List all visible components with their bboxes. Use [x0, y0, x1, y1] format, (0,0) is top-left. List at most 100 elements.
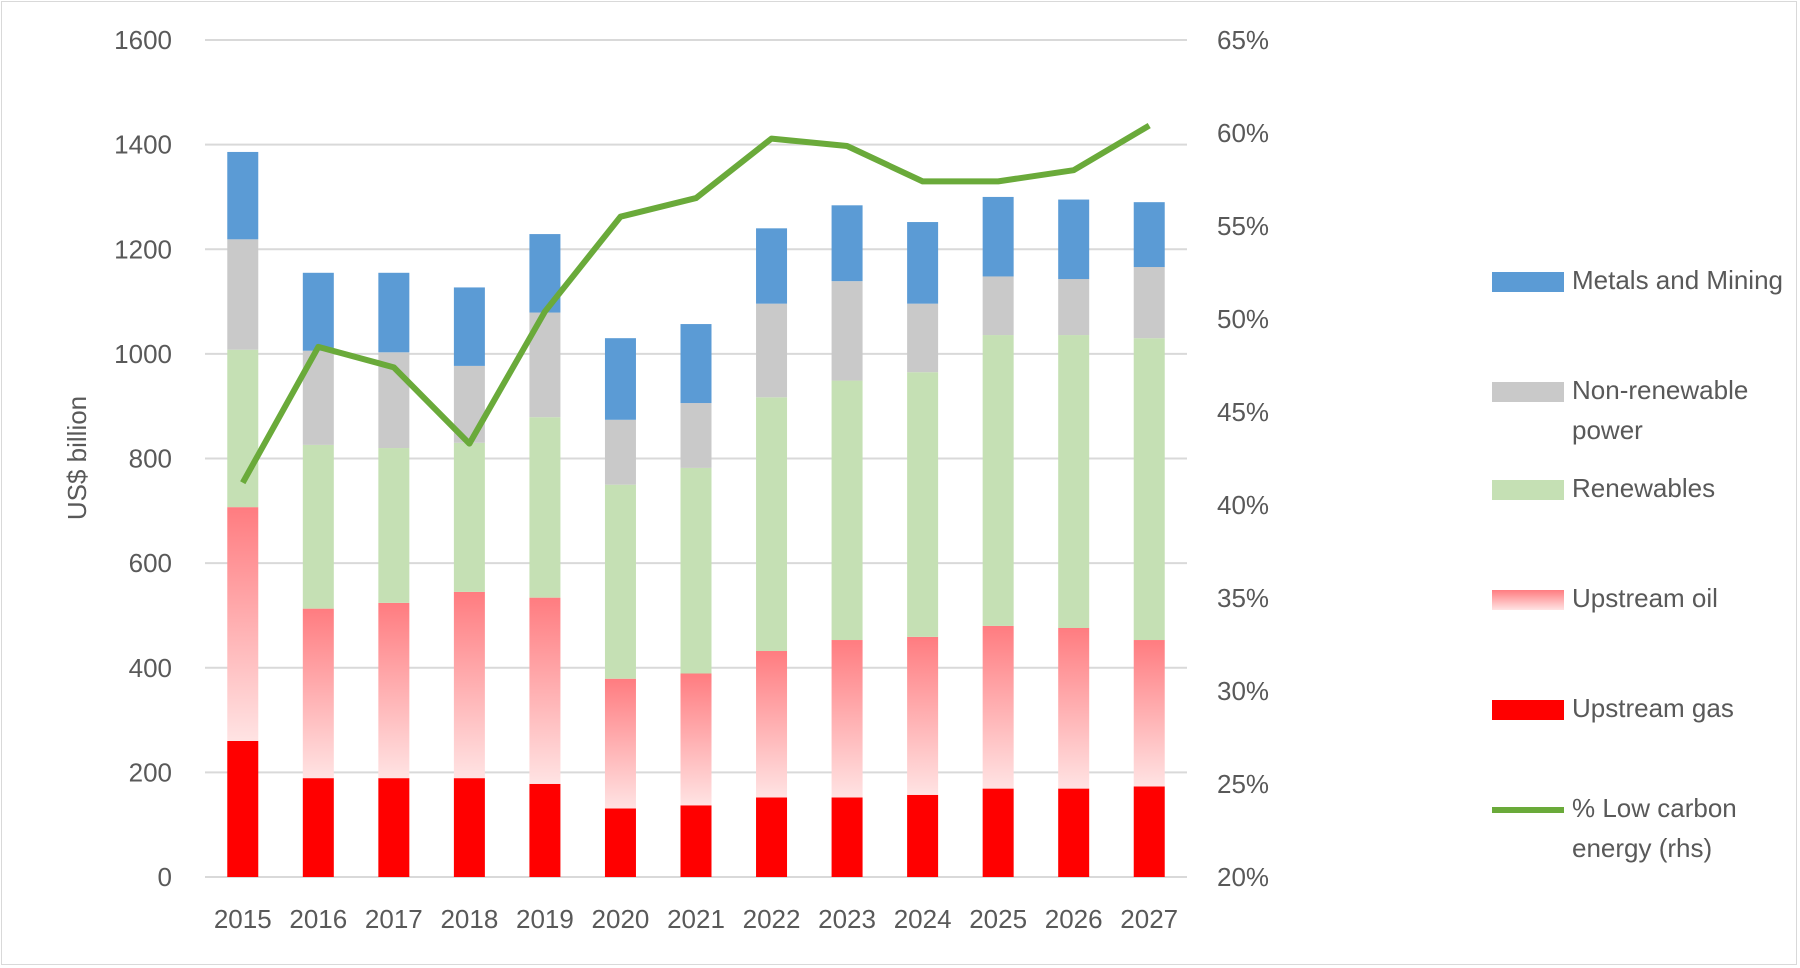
bar-metals-and-mining-2026 — [1058, 199, 1090, 280]
y2-tick-label: 50% — [1217, 304, 1269, 334]
legend-item: Non-renewable power — [1492, 370, 1792, 450]
bar-upstream-gas-2022 — [756, 797, 788, 877]
bar-non-renewable-power-2027 — [1133, 267, 1165, 339]
bar-renewables-2021 — [680, 467, 712, 674]
legend-item: Upstream oil — [1492, 578, 1792, 658]
bar-renewables-2023 — [831, 380, 863, 641]
y-tick-label: 400 — [129, 653, 172, 683]
bar-upstream-oil-2018 — [453, 591, 485, 779]
bar-upstream-gas-2021 — [680, 805, 712, 877]
y2-tick-label: 55% — [1217, 211, 1269, 241]
y2-tick-label: 25% — [1217, 769, 1269, 799]
bar-non-renewable-power-2025 — [982, 276, 1014, 336]
legend-label: Upstream oil — [1572, 583, 1718, 613]
x-tick-label: 2017 — [365, 904, 423, 934]
bar-non-renewable-power-2023 — [831, 281, 863, 381]
legend-label: Upstream gas — [1572, 693, 1734, 723]
bar-upstream-gas-2027 — [1133, 786, 1165, 877]
x-tick-label: 2025 — [969, 904, 1027, 934]
bar-metals-and-mining-2017 — [378, 272, 410, 353]
x-tick-label: 2022 — [743, 904, 801, 934]
y2-tick-label: 40% — [1217, 490, 1269, 520]
x-tick-label: 2023 — [818, 904, 876, 934]
bar-upstream-oil-2017 — [378, 602, 410, 779]
legend-item: Metals and Mining — [1492, 260, 1792, 340]
bar-renewables-2027 — [1133, 338, 1165, 641]
legend-label: Non-renewable power — [1572, 375, 1749, 445]
y-tick-label: 600 — [129, 548, 172, 578]
bar-metals-and-mining-2020 — [604, 338, 636, 420]
y-axis-label: US$ billion — [62, 396, 92, 520]
y2-tick-label: 65% — [1217, 25, 1269, 55]
bar-upstream-gas-2020 — [604, 808, 636, 877]
y-tick-label: 1000 — [114, 339, 172, 369]
bar-renewables-2026 — [1058, 335, 1090, 628]
bar-upstream-oil-2020 — [604, 678, 636, 809]
y-tick-label: 1200 — [114, 234, 172, 264]
x-tick-label: 2020 — [592, 904, 650, 934]
bar-renewables-2024 — [907, 372, 939, 637]
bar-non-renewable-power-2026 — [1058, 279, 1090, 336]
bar-upstream-gas-2015 — [227, 740, 259, 877]
bar-upstream-oil-2022 — [756, 651, 788, 798]
x-axis: 2015 2016 2017 2018 2019 2020 2021 2022 2023 2024… — [214, 904, 1178, 934]
gridlines — [205, 39, 1187, 878]
bar-upstream-oil-2015 — [227, 507, 259, 741]
bar-upstream-oil-2025 — [982, 625, 1014, 789]
bar-upstream-gas-2016 — [302, 778, 334, 877]
y2-tick-label: 30% — [1217, 676, 1269, 706]
bar-upstream-gas-2019 — [529, 783, 561, 877]
legend-line-swatch — [1492, 807, 1564, 813]
x-tick-label: 2019 — [516, 904, 574, 934]
bar-renewables-2016 — [302, 444, 334, 609]
y-tick-label: 1400 — [114, 130, 172, 160]
legend-label: Metals and Mining — [1572, 265, 1783, 295]
bar-upstream-gas-2023 — [831, 797, 863, 877]
bar-metals-and-mining-2023 — [831, 205, 863, 282]
bar-upstream-oil-2027 — [1133, 640, 1165, 787]
bar-metals-and-mining-2025 — [982, 196, 1014, 277]
bar-upstream-oil-2019 — [529, 597, 561, 784]
legend-label: % Low carbon energy (rhs) — [1572, 793, 1737, 863]
legend-swatch — [1492, 480, 1564, 500]
x-tick-label: 2016 — [289, 904, 347, 934]
bar-upstream-gas-2017 — [378, 778, 410, 877]
bar-upstream-oil-2024 — [907, 636, 939, 795]
bar-renewables-2020 — [604, 484, 636, 679]
legend-swatch — [1492, 382, 1564, 402]
legend-item: % Low carbon energy (rhs) — [1492, 788, 1792, 868]
legend-swatch — [1492, 700, 1564, 720]
bar-upstream-oil-2021 — [680, 673, 712, 806]
bar-non-renewable-power-2015 — [227, 239, 259, 350]
bar-upstream-gas-2026 — [1058, 788, 1090, 877]
bar-metals-and-mining-2016 — [302, 272, 334, 351]
bar-metals-and-mining-2024 — [907, 222, 939, 304]
bar-metals-and-mining-2015 — [227, 151, 259, 240]
bars — [227, 151, 1165, 877]
x-tick-label: 2026 — [1045, 904, 1103, 934]
y2-tick-label: 35% — [1217, 583, 1269, 613]
bar-renewables-2022 — [756, 397, 788, 652]
legend-swatch — [1492, 590, 1564, 610]
bar-non-renewable-power-2022 — [756, 303, 788, 398]
legend-swatch — [1492, 272, 1564, 292]
bar-metals-and-mining-2022 — [756, 228, 788, 304]
x-tick-label: 2018 — [440, 904, 498, 934]
bar-upstream-oil-2023 — [831, 640, 863, 798]
x-tick-label: 2027 — [1120, 904, 1178, 934]
bar-upstream-oil-2026 — [1058, 627, 1090, 789]
y-tick-label: 1600 — [114, 25, 172, 55]
y2-tick-label: 20% — [1217, 862, 1269, 892]
x-tick-label: 2021 — [667, 904, 725, 934]
bar-metals-and-mining-2021 — [680, 324, 712, 404]
bar-upstream-gas-2024 — [907, 794, 939, 877]
legend-label: Renewables — [1572, 473, 1716, 503]
y-tick-label: 800 — [129, 444, 172, 474]
bar-non-renewable-power-2020 — [604, 419, 636, 485]
bar-renewables-2019 — [529, 417, 561, 598]
bar-renewables-2025 — [982, 335, 1014, 626]
y-axis-left: 0 200 400 600 800 1000 1200 1400 1600 — [114, 25, 172, 892]
bar-upstream-gas-2018 — [453, 778, 485, 877]
